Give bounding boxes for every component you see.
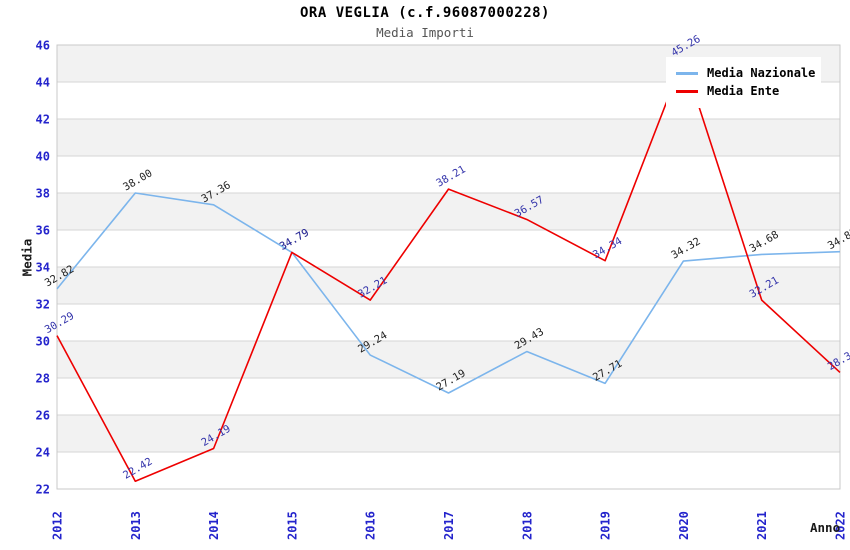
x-tick-label: 2012: [51, 511, 65, 540]
x-axis-title: Anno: [810, 520, 841, 535]
plot-band: [57, 378, 840, 415]
x-tick-label: 2015: [285, 511, 299, 540]
series-line-media-nazionale: [56, 192, 841, 394]
y-axis-title: Media: [19, 238, 35, 277]
y-tick-label: 44: [36, 76, 50, 90]
legend-label: Media Ente: [707, 84, 780, 98]
x-tick-label: 2013: [129, 511, 143, 540]
legend-item-media-nazionale[interactable]: Media Nazionale: [676, 66, 815, 80]
y-tick-label: 42: [36, 113, 50, 127]
series-line-media-ente: [56, 57, 841, 483]
y-tick-label: 28: [36, 372, 50, 386]
legend-swatch-media-nazionale: [676, 71, 698, 75]
chart-legend: Media Nazionale Media Ente: [666, 57, 822, 108]
plot-band: [57, 119, 840, 156]
y-tick-label: 36: [36, 224, 50, 238]
legend-item-media-ente[interactable]: Media Ente: [676, 84, 815, 98]
x-tick-label: 2016: [364, 511, 378, 540]
y-tick-label: 38: [36, 187, 50, 201]
y-tick-label: 30: [36, 335, 50, 349]
legend-swatch-media-ente: [676, 89, 698, 93]
plot-band: [57, 230, 840, 267]
y-tick-label: 46: [36, 39, 50, 53]
y-tick-label: 24: [36, 446, 50, 460]
x-tick-label: 2022: [834, 511, 848, 540]
plot-band: [57, 304, 840, 341]
plot-band: [57, 415, 840, 452]
y-tick-label: 34: [36, 261, 50, 275]
x-tick-label: 2018: [520, 511, 534, 540]
plot-band: [57, 452, 840, 489]
y-tick-label: 26: [36, 409, 50, 423]
x-tick-label: 2020: [677, 511, 691, 540]
y-tick-label: 32: [36, 298, 50, 312]
plot-band: [57, 156, 840, 193]
y-tick-label: 40: [36, 150, 50, 164]
chart-title: ORA VEGLIA (c.f.96087000228): [299, 5, 550, 21]
x-tick-label: 2019: [599, 511, 613, 540]
chart-subtitle: Media Importi: [376, 25, 474, 40]
plot-band: [57, 341, 840, 378]
x-tick-label: 2017: [442, 511, 456, 540]
x-tick-label: 2014: [207, 511, 221, 540]
plot-band: [57, 193, 840, 230]
plot-band: [57, 267, 840, 304]
plot-border: [56, 44, 841, 490]
legend-label: Media Nazionale: [707, 66, 816, 80]
y-tick-label: 22: [36, 483, 50, 497]
x-tick-label: 2021: [755, 511, 769, 540]
